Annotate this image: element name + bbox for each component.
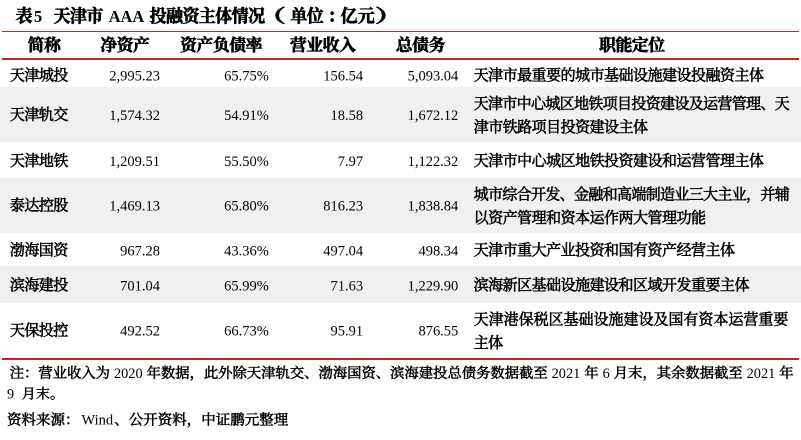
svg-text:967.28: 967.28 — [120, 243, 160, 259]
svg-text:1,122.32: 1,122.32 — [408, 154, 459, 170]
svg-text:43.36%: 43.36% — [224, 243, 269, 259]
svg-text:1,209.51: 1,209.51 — [109, 154, 160, 170]
svg-text:7.97: 7.97 — [338, 154, 363, 170]
svg-text:5: 5 — [34, 7, 42, 26]
svg-text:5,093.04: 5,093.04 — [408, 69, 459, 85]
svg-text:2021: 2021 — [552, 366, 581, 382]
svg-text:Wind: Wind — [82, 413, 114, 429]
svg-text:95.91: 95.91 — [331, 324, 364, 340]
svg-text:65.99%: 65.99% — [224, 278, 269, 294]
svg-text:65.75%: 65.75% — [224, 69, 269, 85]
svg-text:9: 9 — [7, 387, 14, 403]
svg-text:71.63: 71.63 — [331, 278, 364, 294]
svg-text:1,574.32: 1,574.32 — [109, 108, 160, 124]
svg-text:65.80%: 65.80% — [224, 199, 269, 215]
svg-text:6: 6 — [603, 366, 610, 382]
svg-text:498.34: 498.34 — [418, 243, 459, 259]
svg-text:2020: 2020 — [114, 366, 143, 382]
svg-text:66.73%: 66.73% — [224, 324, 269, 340]
svg-text:2021: 2021 — [747, 366, 776, 382]
svg-text:497.04: 497.04 — [323, 243, 364, 259]
svg-text:55.50%: 55.50% — [224, 154, 269, 170]
svg-text:18.58: 18.58 — [331, 108, 364, 124]
svg-text:54.91%: 54.91% — [224, 108, 269, 124]
svg-text:1,672.12: 1,672.12 — [408, 108, 459, 124]
svg-text:2,995.23: 2,995.23 — [109, 69, 160, 85]
svg-text:1,838.84: 1,838.84 — [408, 199, 459, 215]
svg-text:1,229.90: 1,229.90 — [408, 278, 459, 294]
svg-text:816.23: 816.23 — [323, 199, 363, 215]
svg-text:156.54: 156.54 — [323, 69, 364, 85]
svg-text:701.04: 701.04 — [120, 278, 161, 294]
svg-text:AAA: AAA — [109, 7, 145, 26]
svg-text:876.55: 876.55 — [418, 324, 458, 340]
svg-text:1,469.13: 1,469.13 — [109, 199, 160, 215]
svg-text:492.52: 492.52 — [120, 324, 160, 340]
